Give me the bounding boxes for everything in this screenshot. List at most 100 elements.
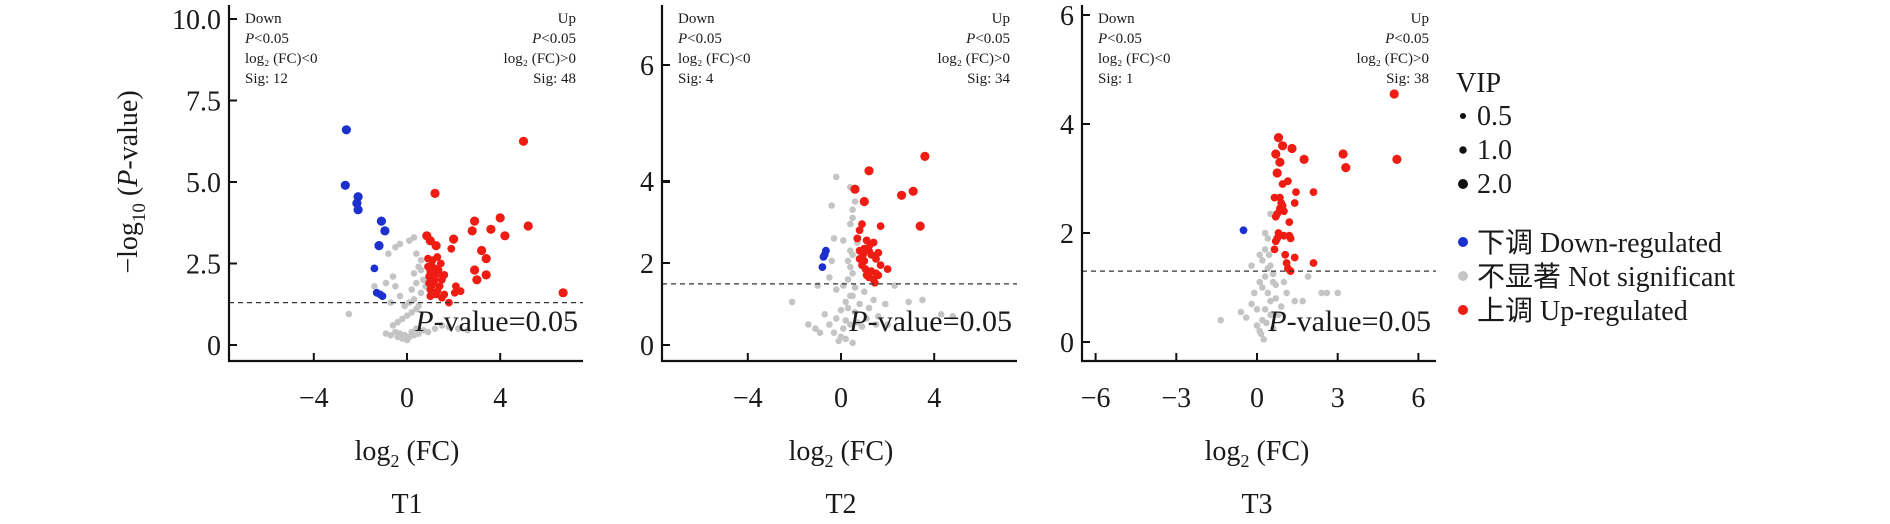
down-annotation-line: Sig: 4	[678, 71, 714, 87]
data-point	[486, 224, 496, 234]
threshold-label: P-value=0.05	[1267, 305, 1431, 338]
data-point	[853, 234, 862, 243]
x-tick-label: −6	[1081, 383, 1111, 414]
up-annotation-line: P<0.05	[965, 31, 1010, 47]
y-tick-label: 10.0	[172, 5, 221, 36]
y-tick-label: 2	[1060, 219, 1074, 250]
up-annotation-line: Up	[992, 11, 1010, 27]
x-tick-label: −4	[299, 383, 329, 414]
data-point	[872, 255, 880, 263]
data-point	[1275, 157, 1285, 167]
data-point	[1286, 234, 1295, 243]
data-point	[859, 196, 869, 207]
threshold-label-p: P	[414, 305, 433, 338]
data-point	[1263, 319, 1270, 327]
data-point	[816, 329, 824, 337]
data-point	[1299, 297, 1306, 305]
series-down-regulated	[1239, 226, 1248, 235]
data-point	[436, 259, 445, 268]
data-point	[445, 323, 453, 331]
data-point	[1253, 306, 1261, 313]
series-up-regulated	[422, 136, 568, 307]
data-point	[452, 282, 460, 291]
data-point	[1261, 229, 1269, 237]
data-point	[849, 206, 856, 213]
data-point	[1267, 262, 1274, 270]
data-point	[872, 321, 880, 328]
data-point	[417, 266, 425, 274]
data-point	[382, 279, 390, 287]
data-point	[847, 292, 854, 300]
data-point	[1251, 289, 1258, 297]
data-point	[949, 313, 957, 320]
data-point	[876, 261, 885, 269]
data-point	[875, 313, 882, 320]
data-point	[408, 286, 416, 293]
x-axis-title-log: log	[355, 436, 391, 467]
x-axis-title: log2 (FC)	[355, 436, 460, 471]
data-point	[908, 186, 918, 196]
x-axis-title: log2 (FC)	[1205, 436, 1310, 471]
data-point	[876, 222, 885, 231]
legend-color-label: 上调 Up-regulated	[1477, 296, 1688, 327]
data-point	[1267, 297, 1274, 305]
data-point	[865, 273, 873, 282]
y-tick-label: 6	[640, 51, 654, 82]
x-axis-title-rest: (FC)	[1249, 436, 1309, 467]
data-point	[1278, 141, 1288, 151]
data-point	[1270, 245, 1279, 254]
data-point	[1309, 259, 1318, 267]
down-annotation-line: log₂ (FC)<0	[245, 51, 317, 67]
data-point	[884, 321, 891, 328]
data-point	[1264, 235, 1272, 242]
data-point	[844, 257, 852, 265]
data-point	[396, 240, 404, 248]
data-point	[1237, 308, 1245, 316]
x-axis-title-log: log	[789, 436, 825, 467]
data-point	[1309, 188, 1318, 197]
data-point	[455, 325, 462, 333]
threshold-label: P-value=0.05	[848, 305, 1012, 338]
data-point	[826, 321, 833, 328]
threshold-label-rest: -value=0.05	[434, 305, 578, 338]
data-point	[413, 250, 420, 257]
data-point	[403, 312, 411, 320]
data-point	[447, 244, 456, 253]
data-point	[340, 180, 350, 190]
data-point	[389, 322, 397, 329]
annotation-p: P	[244, 31, 254, 47]
data-point	[392, 243, 399, 251]
y-tick-label: 7.5	[186, 87, 221, 118]
data-point	[826, 274, 833, 281]
data-point	[370, 264, 379, 273]
data-point	[1283, 289, 1290, 297]
up-annotation-line: P<0.05	[1384, 31, 1429, 47]
data-point	[882, 300, 889, 308]
data-point	[1323, 289, 1331, 297]
data-point	[387, 299, 395, 306]
data-point	[558, 288, 568, 298]
annotation-p: P	[965, 31, 975, 47]
data-point	[833, 173, 840, 181]
data-point	[1392, 154, 1402, 164]
data-point	[1271, 212, 1280, 221]
legend-size-label: 2.0	[1477, 169, 1512, 200]
up-annotation-line: log₂ (FC)>0	[938, 51, 1010, 67]
legend-size-label: 1.0	[1477, 135, 1512, 166]
data-point	[819, 253, 828, 261]
x-tick-label: 3	[1331, 383, 1345, 414]
data-point	[863, 315, 870, 322]
data-point	[937, 311, 945, 318]
data-point	[1257, 330, 1265, 338]
data-point	[1277, 303, 1285, 310]
data-point	[424, 254, 432, 263]
threshold-label-rest: -value=0.05	[1287, 305, 1431, 338]
x-tick-label: 0	[400, 383, 414, 414]
up-annotation-line: P<0.05	[531, 31, 576, 47]
series-not-significant	[1217, 210, 1341, 343]
data-point	[897, 190, 907, 200]
down-annotation-line: P<0.05	[1097, 31, 1142, 47]
data-point	[417, 289, 425, 297]
